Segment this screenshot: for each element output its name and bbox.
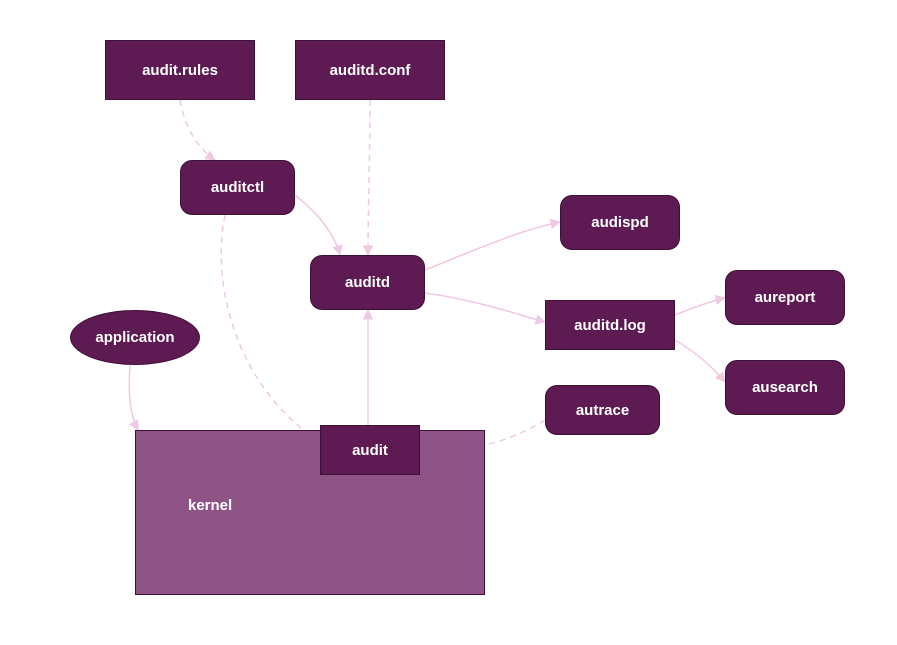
node-auditd_log: auditd.log [545,300,675,350]
edge-auditd_conf-auditd [368,100,370,255]
node-autrace: autrace [545,385,660,435]
node-ausearch: ausearch [725,360,845,415]
edge-auditd-auditd_log [425,293,545,322]
node-kernel: kernel [135,430,485,595]
edge-audit_rules-auditctl [180,100,215,160]
edge-application-kernel [129,365,138,430]
edge-auditd_log-ausearch [675,340,725,382]
node-label-kernel: kernel [188,497,232,514]
node-application: application [70,310,200,365]
node-auditd_conf: auditd.conf [295,40,445,100]
edge-auditctl-auditd [295,195,340,255]
node-audit_rules: audit.rules [105,40,255,100]
edge-auditd_log-aureport [675,298,725,315]
edge-auditctl-audit [221,215,320,442]
edge-auditd-audispd [425,222,560,270]
node-auditctl: auditctl [180,160,295,215]
node-aureport: aureport [725,270,845,325]
node-auditd: auditd [310,255,425,310]
node-audit: audit [320,425,420,475]
node-audispd: audispd [560,195,680,250]
